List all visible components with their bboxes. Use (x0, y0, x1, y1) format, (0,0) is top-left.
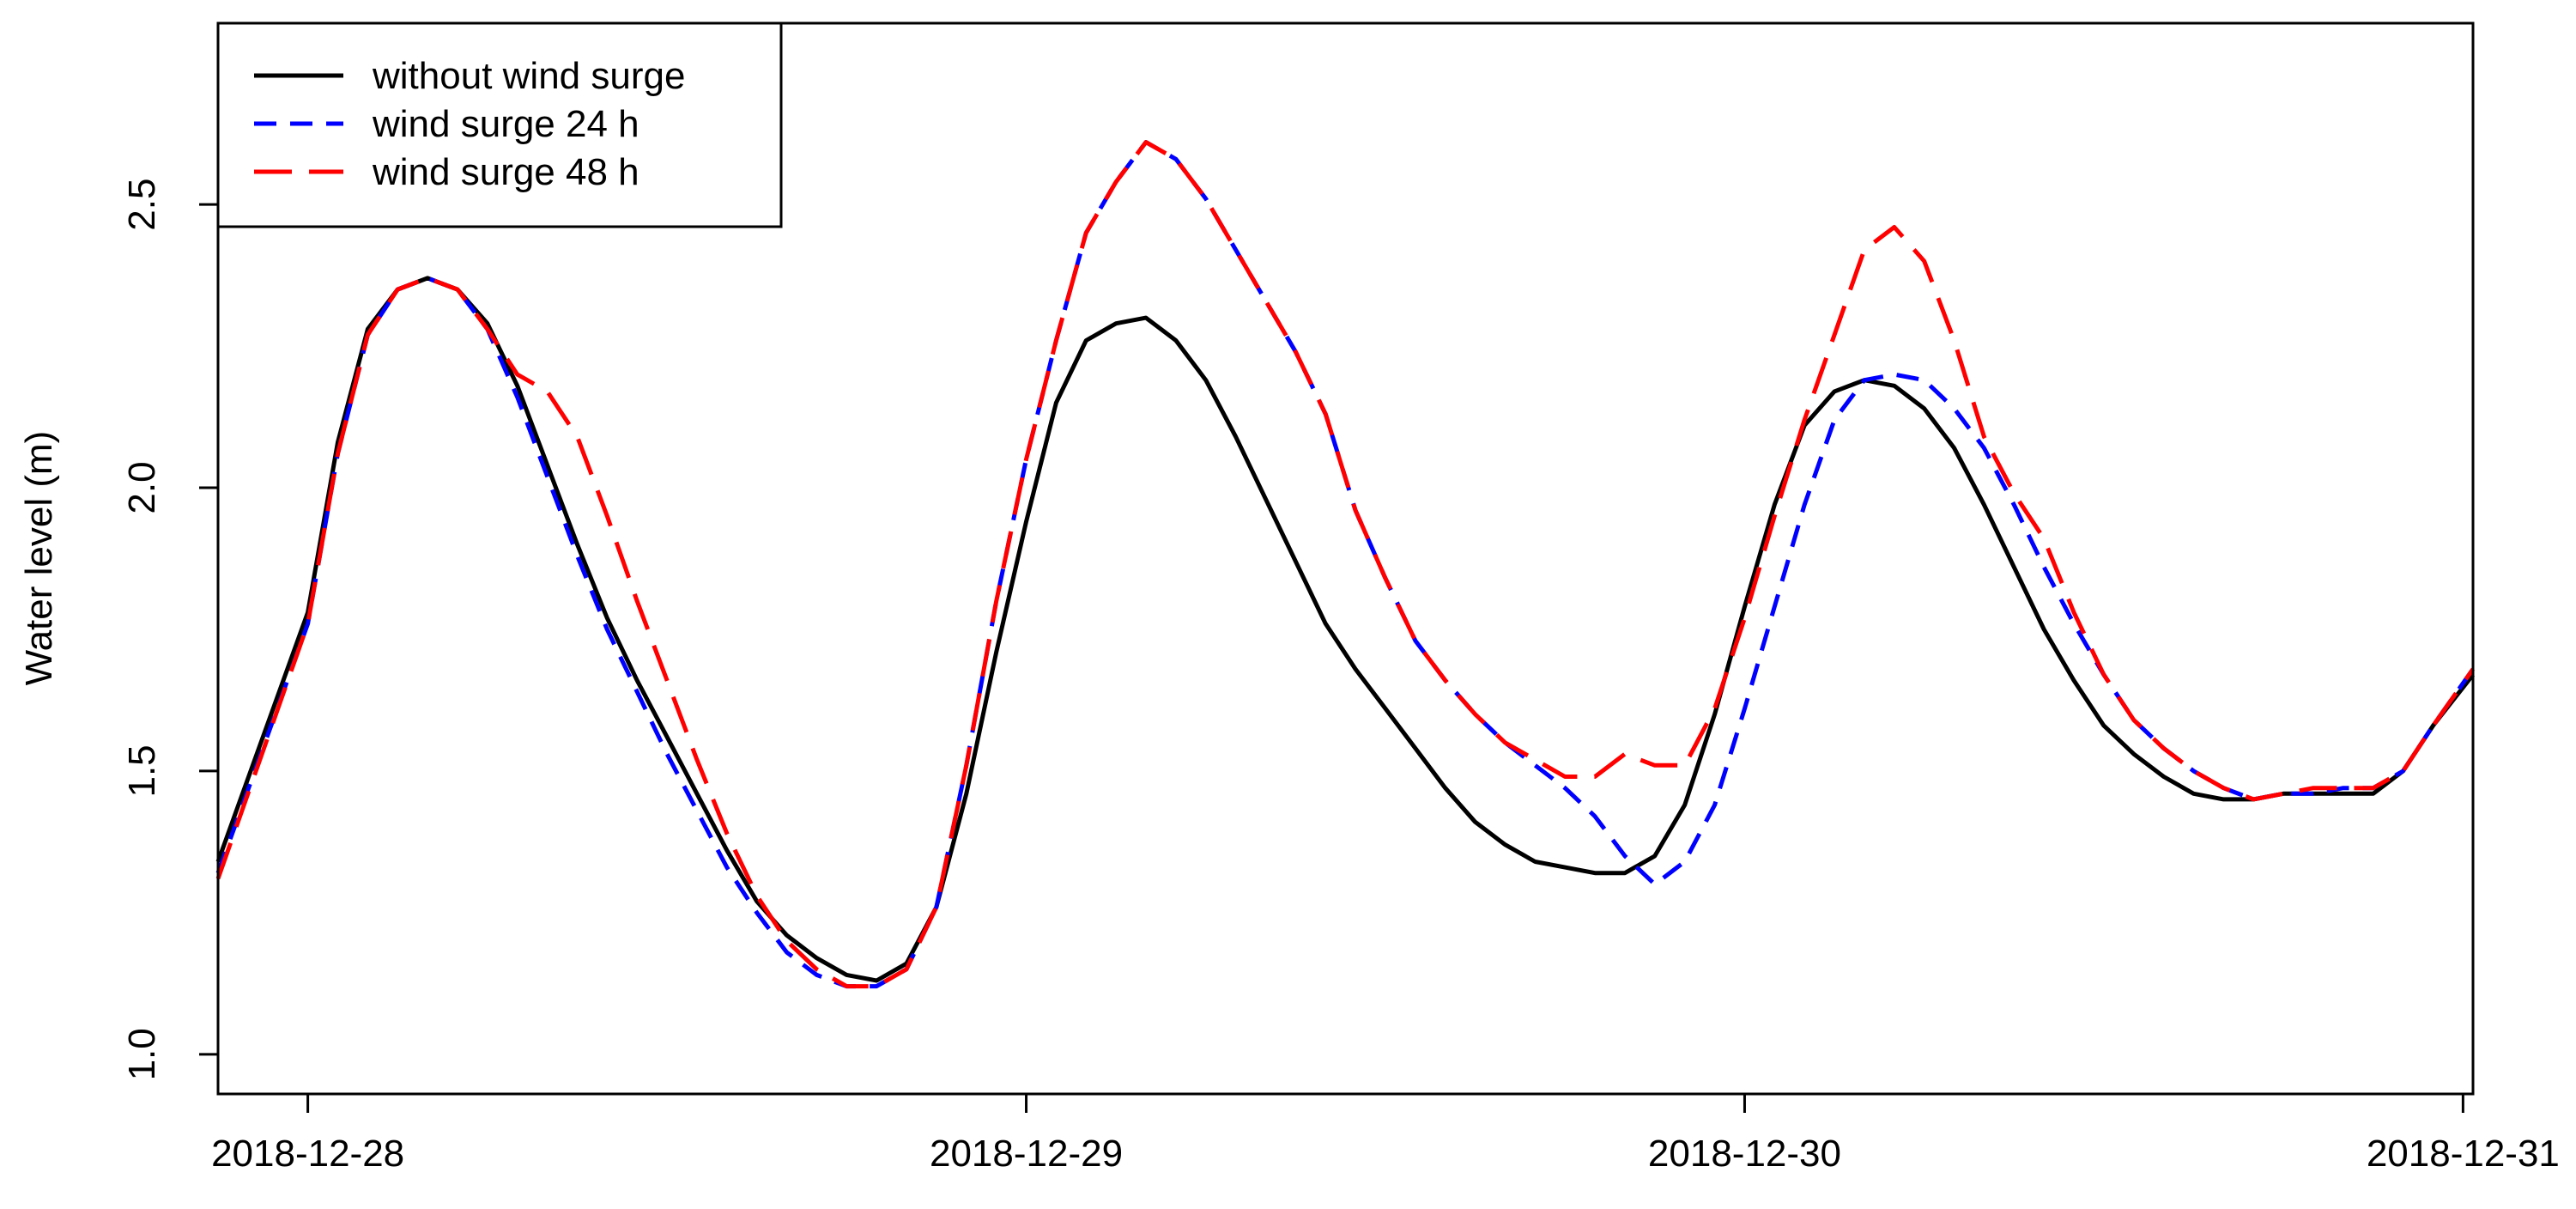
x-tick-label-3: 2018-12-31 (2367, 1133, 2560, 1175)
x-tick-label-2: 2018-12-30 (1648, 1133, 1841, 1175)
series-layer (215, 140, 2476, 989)
x-axis: 2018-12-28 2018-12-29 2018-12-30 2018-12-31 (211, 1094, 2560, 1175)
y-axis-label: Water level (m) (18, 431, 60, 686)
legend-label-without-wind-surge: without wind surge (372, 55, 685, 97)
y-tick-label-1: 1.5 (121, 744, 163, 797)
y-tick-label-0: 1.0 (121, 1028, 163, 1080)
series-line-without-wind-surge (215, 276, 2475, 983)
series-line-wind-surge-48-h (215, 140, 2476, 989)
legend-label-wind-surge-24-h: wind surge 24 h (372, 103, 639, 145)
y-tick-label-2: 2.0 (121, 461, 163, 513)
x-tick-label-0: 2018-12-28 (211, 1133, 404, 1175)
legend: without wind surge wind surge 24 h wind su… (216, 21, 783, 228)
plot-frame (216, 21, 2475, 1096)
legend-items: without wind surge wind surge 24 h wind su… (254, 55, 685, 193)
y-tick-label-3: 2.5 (121, 179, 163, 231)
x-tick-label-1: 2018-12-29 (930, 1133, 1123, 1175)
legend-label-wind-surge-48-h: wind surge 48 h (372, 151, 639, 193)
y-axis: 1.0 1.5 2.0 2.5 (121, 179, 218, 1080)
series-line-wind-surge-24-h (215, 140, 2476, 989)
